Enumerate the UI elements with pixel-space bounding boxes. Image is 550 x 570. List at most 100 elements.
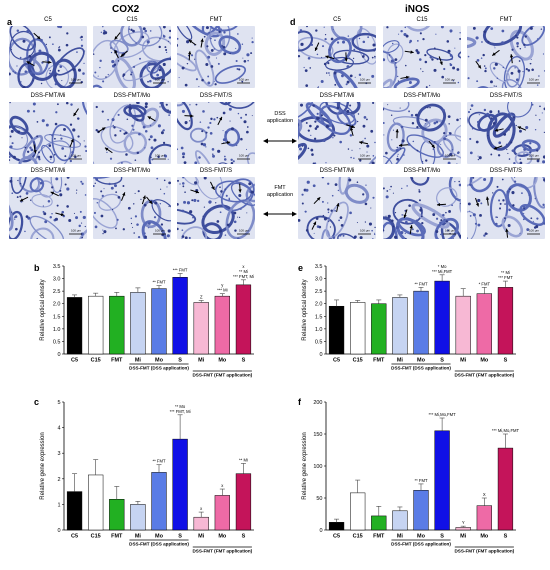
cox2-micrograph: 100 μm bbox=[9, 26, 87, 88]
chart-f-inos-gene-expression: 0 50 100 150 200 Relative gene expression C5 C1… bbox=[302, 400, 519, 554]
scale-bar-label: 100 μm bbox=[360, 229, 371, 233]
inos-micrograph: 100 μm bbox=[383, 177, 461, 239]
bar bbox=[66, 491, 83, 531]
group-label-dss: DSS-FMT (DSS application) bbox=[129, 542, 189, 547]
y-axis-label: Relative gene expression bbox=[302, 432, 308, 499]
significance-label: *** Mi,Mo,FMT bbox=[429, 412, 457, 417]
bar bbox=[371, 303, 387, 355]
bar bbox=[434, 430, 450, 531]
x-tick-label: Mi bbox=[198, 534, 205, 540]
group-label-fmt: DSS-FMT (FMT application) bbox=[454, 373, 514, 378]
x-tick-label: Mi bbox=[198, 358, 205, 364]
group-label-fmt: DSS-FMT (FMT application) bbox=[192, 549, 252, 554]
scale-bar-label: 100 μm bbox=[71, 154, 82, 158]
y-tick-label: 4 bbox=[57, 426, 60, 432]
micrograph-label: DSS-FMT/Mi bbox=[30, 93, 66, 99]
micrograph-label: DSS-FMT/S bbox=[199, 168, 233, 174]
x-tick-label: Mi bbox=[460, 534, 467, 540]
x-tick-label: Mi bbox=[460, 358, 467, 364]
bar bbox=[476, 293, 492, 355]
significance-label: ** Mo bbox=[175, 404, 186, 409]
panel-letter-d: d bbox=[290, 17, 296, 27]
micrograph-label: FMT bbox=[499, 17, 513, 23]
cox2-micrograph: 100 μm bbox=[177, 26, 255, 88]
scale-bar-label: 100 μm bbox=[71, 229, 82, 233]
cox2-micrograph: 100 μm bbox=[93, 26, 171, 88]
scale-bar-label: 100 μm bbox=[71, 78, 82, 82]
bar bbox=[130, 504, 146, 531]
x-tick-label: C15 bbox=[91, 534, 101, 540]
micrograph-label: DSS-FMT/Mo bbox=[403, 93, 441, 99]
significance-label: x bbox=[242, 264, 245, 269]
significance-label: Z bbox=[200, 294, 203, 299]
scale-bar-label: 100 μm bbox=[445, 229, 456, 233]
inos-micrograph: 100 μm bbox=[298, 177, 376, 239]
micrograph-label: FMT bbox=[209, 17, 223, 23]
significance-label: ** Mi bbox=[239, 269, 248, 274]
x-tick-label: S bbox=[178, 534, 182, 540]
bar bbox=[88, 474, 104, 531]
inos-micrograph: 100 μm bbox=[467, 177, 545, 239]
x-tick-label: S bbox=[504, 358, 508, 364]
micrograph-label: DSS-FMT/S bbox=[489, 168, 523, 174]
bar bbox=[109, 295, 125, 355]
x-tick-label: C15 bbox=[91, 358, 101, 364]
y-tick-label: 1.5 bbox=[315, 314, 323, 320]
cox2-micrograph: 100 μm bbox=[93, 177, 171, 239]
chart-c-cox2-gene-expression: 0 1 2 3 4 5 Relative gene expression C5 C15 FMT Mi… bbox=[40, 400, 254, 554]
panel-letter-a: a bbox=[7, 17, 13, 27]
inos-micrograph: 100 μm bbox=[383, 26, 461, 88]
dss-application-label: DSS application bbox=[266, 111, 294, 124]
scale-bar-label: 100 μm bbox=[155, 229, 166, 233]
significance-label: y bbox=[221, 283, 224, 288]
cox2-title: COX2 bbox=[112, 4, 140, 15]
y-tick-label: 1.5 bbox=[53, 314, 61, 320]
cox2-micrograph: 100 μm bbox=[93, 102, 171, 164]
x-tick-label: S bbox=[242, 358, 246, 364]
bar bbox=[328, 305, 345, 355]
micrograph-label: DSS-FMT/Mi bbox=[319, 93, 355, 99]
x-tick-label: C5 bbox=[71, 358, 78, 364]
y-tick-label: 0 bbox=[57, 352, 60, 358]
bar bbox=[193, 516, 209, 531]
x-tick-label: C5 bbox=[333, 534, 340, 540]
x-tick-label: Mo bbox=[155, 534, 164, 540]
bar bbox=[497, 447, 514, 531]
group-label-fmt: DSS-FMT (FMT application) bbox=[454, 549, 514, 554]
x-tick-label: S bbox=[440, 358, 444, 364]
y-tick-label: 2.0 bbox=[53, 302, 61, 308]
cox2-micrograph: 100 μm bbox=[177, 102, 255, 164]
bar bbox=[455, 527, 471, 531]
scale-bar-label: 100 μm bbox=[239, 154, 250, 158]
bar bbox=[413, 290, 429, 355]
significance-label: Y bbox=[462, 520, 465, 525]
micrograph-label: C5 bbox=[44, 17, 52, 23]
x-tick-label: S bbox=[242, 534, 246, 540]
x-tick-label: S bbox=[504, 534, 508, 540]
x-tick-label: C5 bbox=[71, 534, 78, 540]
y-tick-label: 2 bbox=[57, 477, 60, 483]
y-tick-label: 50 bbox=[316, 496, 322, 502]
micrograph-label: DSS-FMT/Mo bbox=[403, 168, 441, 174]
scale-bar-label: 100 μm bbox=[529, 78, 540, 82]
y-tick-label: 2.0 bbox=[315, 302, 323, 308]
inos-micrograph: 100 μm bbox=[298, 102, 376, 164]
significance-label: *** FMT, Mi bbox=[233, 274, 254, 279]
bar bbox=[350, 492, 366, 531]
fmt-application-label: FMT application bbox=[266, 185, 294, 198]
y-tick-label: 200 bbox=[313, 400, 322, 406]
chart-e-inos-optical-density: 0 0.5 1.0 1.5 2.0 2.5 3.0 3.5 Relative optical d… bbox=[302, 264, 516, 378]
scale-bar-label: 100 μm bbox=[155, 78, 166, 82]
y-tick-label: 100 bbox=[313, 464, 322, 470]
group-label-dss: DSS-FMT (DSS application) bbox=[129, 366, 189, 371]
x-tick-label: Mi bbox=[397, 358, 404, 364]
scale-bar-label: 100 μm bbox=[529, 154, 540, 158]
significance-label: * Mo bbox=[438, 264, 447, 269]
y-axis-label: Relative optical density bbox=[40, 279, 46, 340]
y-tick-label: 0 bbox=[319, 528, 322, 534]
bar bbox=[214, 495, 230, 531]
x-tick-label: Mo bbox=[155, 358, 164, 364]
micrograph-label: DSS-FMT/S bbox=[199, 93, 233, 99]
bar bbox=[193, 302, 209, 355]
significance-label: ** Mi bbox=[239, 457, 248, 462]
